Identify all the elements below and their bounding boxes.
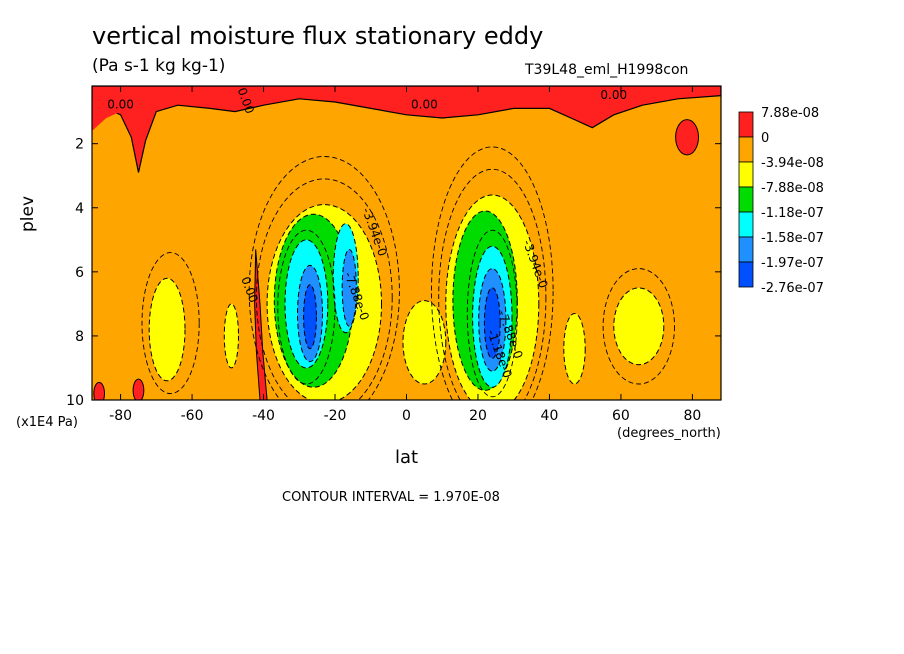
dashed-contour-5 [602, 268, 675, 385]
positive-cell-86s [93, 381, 106, 400]
dashed-contour-4 [431, 146, 554, 400]
x-tick-label: -40 [252, 408, 275, 424]
negative-cell-13 [341, 249, 357, 327]
y-tick-label: 2 [75, 137, 84, 153]
legend-label: -7.88e-08 [761, 181, 824, 196]
positive-strip-40s [254, 249, 268, 400]
axes: -80 -60 -40 -20 0 20 40 60 80 2 4 6 8 10 [66, 86, 721, 424]
dashed-contour-1 [255, 178, 393, 400]
x-tick-label: -60 [181, 408, 204, 424]
y-tick-label: 6 [75, 265, 84, 281]
y-axis-units: (x1E4 Pa) [16, 415, 78, 430]
legend-label: 7.88e-08 [761, 106, 819, 121]
legend-swatch [738, 161, 754, 188]
x-tick-label: 60 [612, 408, 630, 424]
legend-label: -2.76e-07 [761, 281, 824, 296]
x-tick-label: 80 [683, 408, 701, 424]
contour-interval: CONTOUR INTERVAL = 1.970E-08 [282, 490, 500, 505]
legend-swatch [738, 111, 754, 138]
negative-cell-16 [483, 287, 501, 359]
negative-cell-1 [223, 303, 239, 369]
dashed-contour-0 [141, 252, 200, 395]
dashed-contour-7 [466, 229, 518, 398]
chart-title: vertical moisture flux stationary eddy [92, 22, 544, 50]
x-axis-units: (degrees_north) [617, 426, 721, 441]
x-tick-label: 40 [541, 408, 559, 424]
positive-band-top [92, 86, 721, 173]
legend-swatch [738, 136, 754, 163]
legend-swatch [738, 236, 754, 263]
contour-label: 0.00 [107, 97, 134, 111]
x-tick-label: -80 [109, 408, 132, 424]
legend-label: -1.97e-07 [761, 256, 824, 271]
positive-band-top-west [92, 98, 135, 131]
dashed-contour-6 [277, 229, 336, 385]
y-tick-label: 8 [75, 329, 84, 345]
contour-label: 0.00 [411, 97, 438, 111]
x-tick-label: -20 [324, 408, 347, 424]
y-tick-label: 10 [66, 393, 84, 409]
negative-cell-15 [303, 284, 317, 350]
legend-swatch [738, 186, 754, 213]
negative-cell-5 [563, 313, 586, 385]
color-legend: 7.88e-08 0 -3.94e-08 -7.88e-08 -1.18e-07 -1.5… [738, 106, 824, 296]
x-tick-label: 0 [402, 408, 411, 424]
dashed-contour-2 [248, 156, 400, 400]
legend-swatch [738, 261, 754, 288]
negative-cell-0 [148, 277, 186, 382]
chart-units: (Pa s-1 kg kg-1) [92, 56, 226, 76]
negative-cell-3 [402, 300, 447, 385]
contour-label: 0.00 [600, 88, 627, 102]
legend-label: -1.18e-07 [761, 206, 824, 221]
contour-lines [141, 146, 675, 400]
x-tick-label: 20 [469, 408, 487, 424]
dashed-contour-3 [438, 168, 547, 400]
filled-contours [92, 86, 721, 400]
y-tick-label: 4 [75, 201, 84, 217]
negative-cell-6 [613, 287, 665, 366]
legend-label: -1.58e-07 [761, 231, 824, 246]
legend-label: -3.94e-08 [761, 156, 824, 171]
positive-cell-75s [132, 378, 145, 400]
run-name: T39L48_eml_H1998con [525, 62, 689, 78]
legend-label: 0 [761, 131, 769, 146]
positive-cell-80n [675, 119, 699, 156]
legend-swatch [738, 211, 754, 238]
x-axis-label: lat [395, 447, 419, 468]
